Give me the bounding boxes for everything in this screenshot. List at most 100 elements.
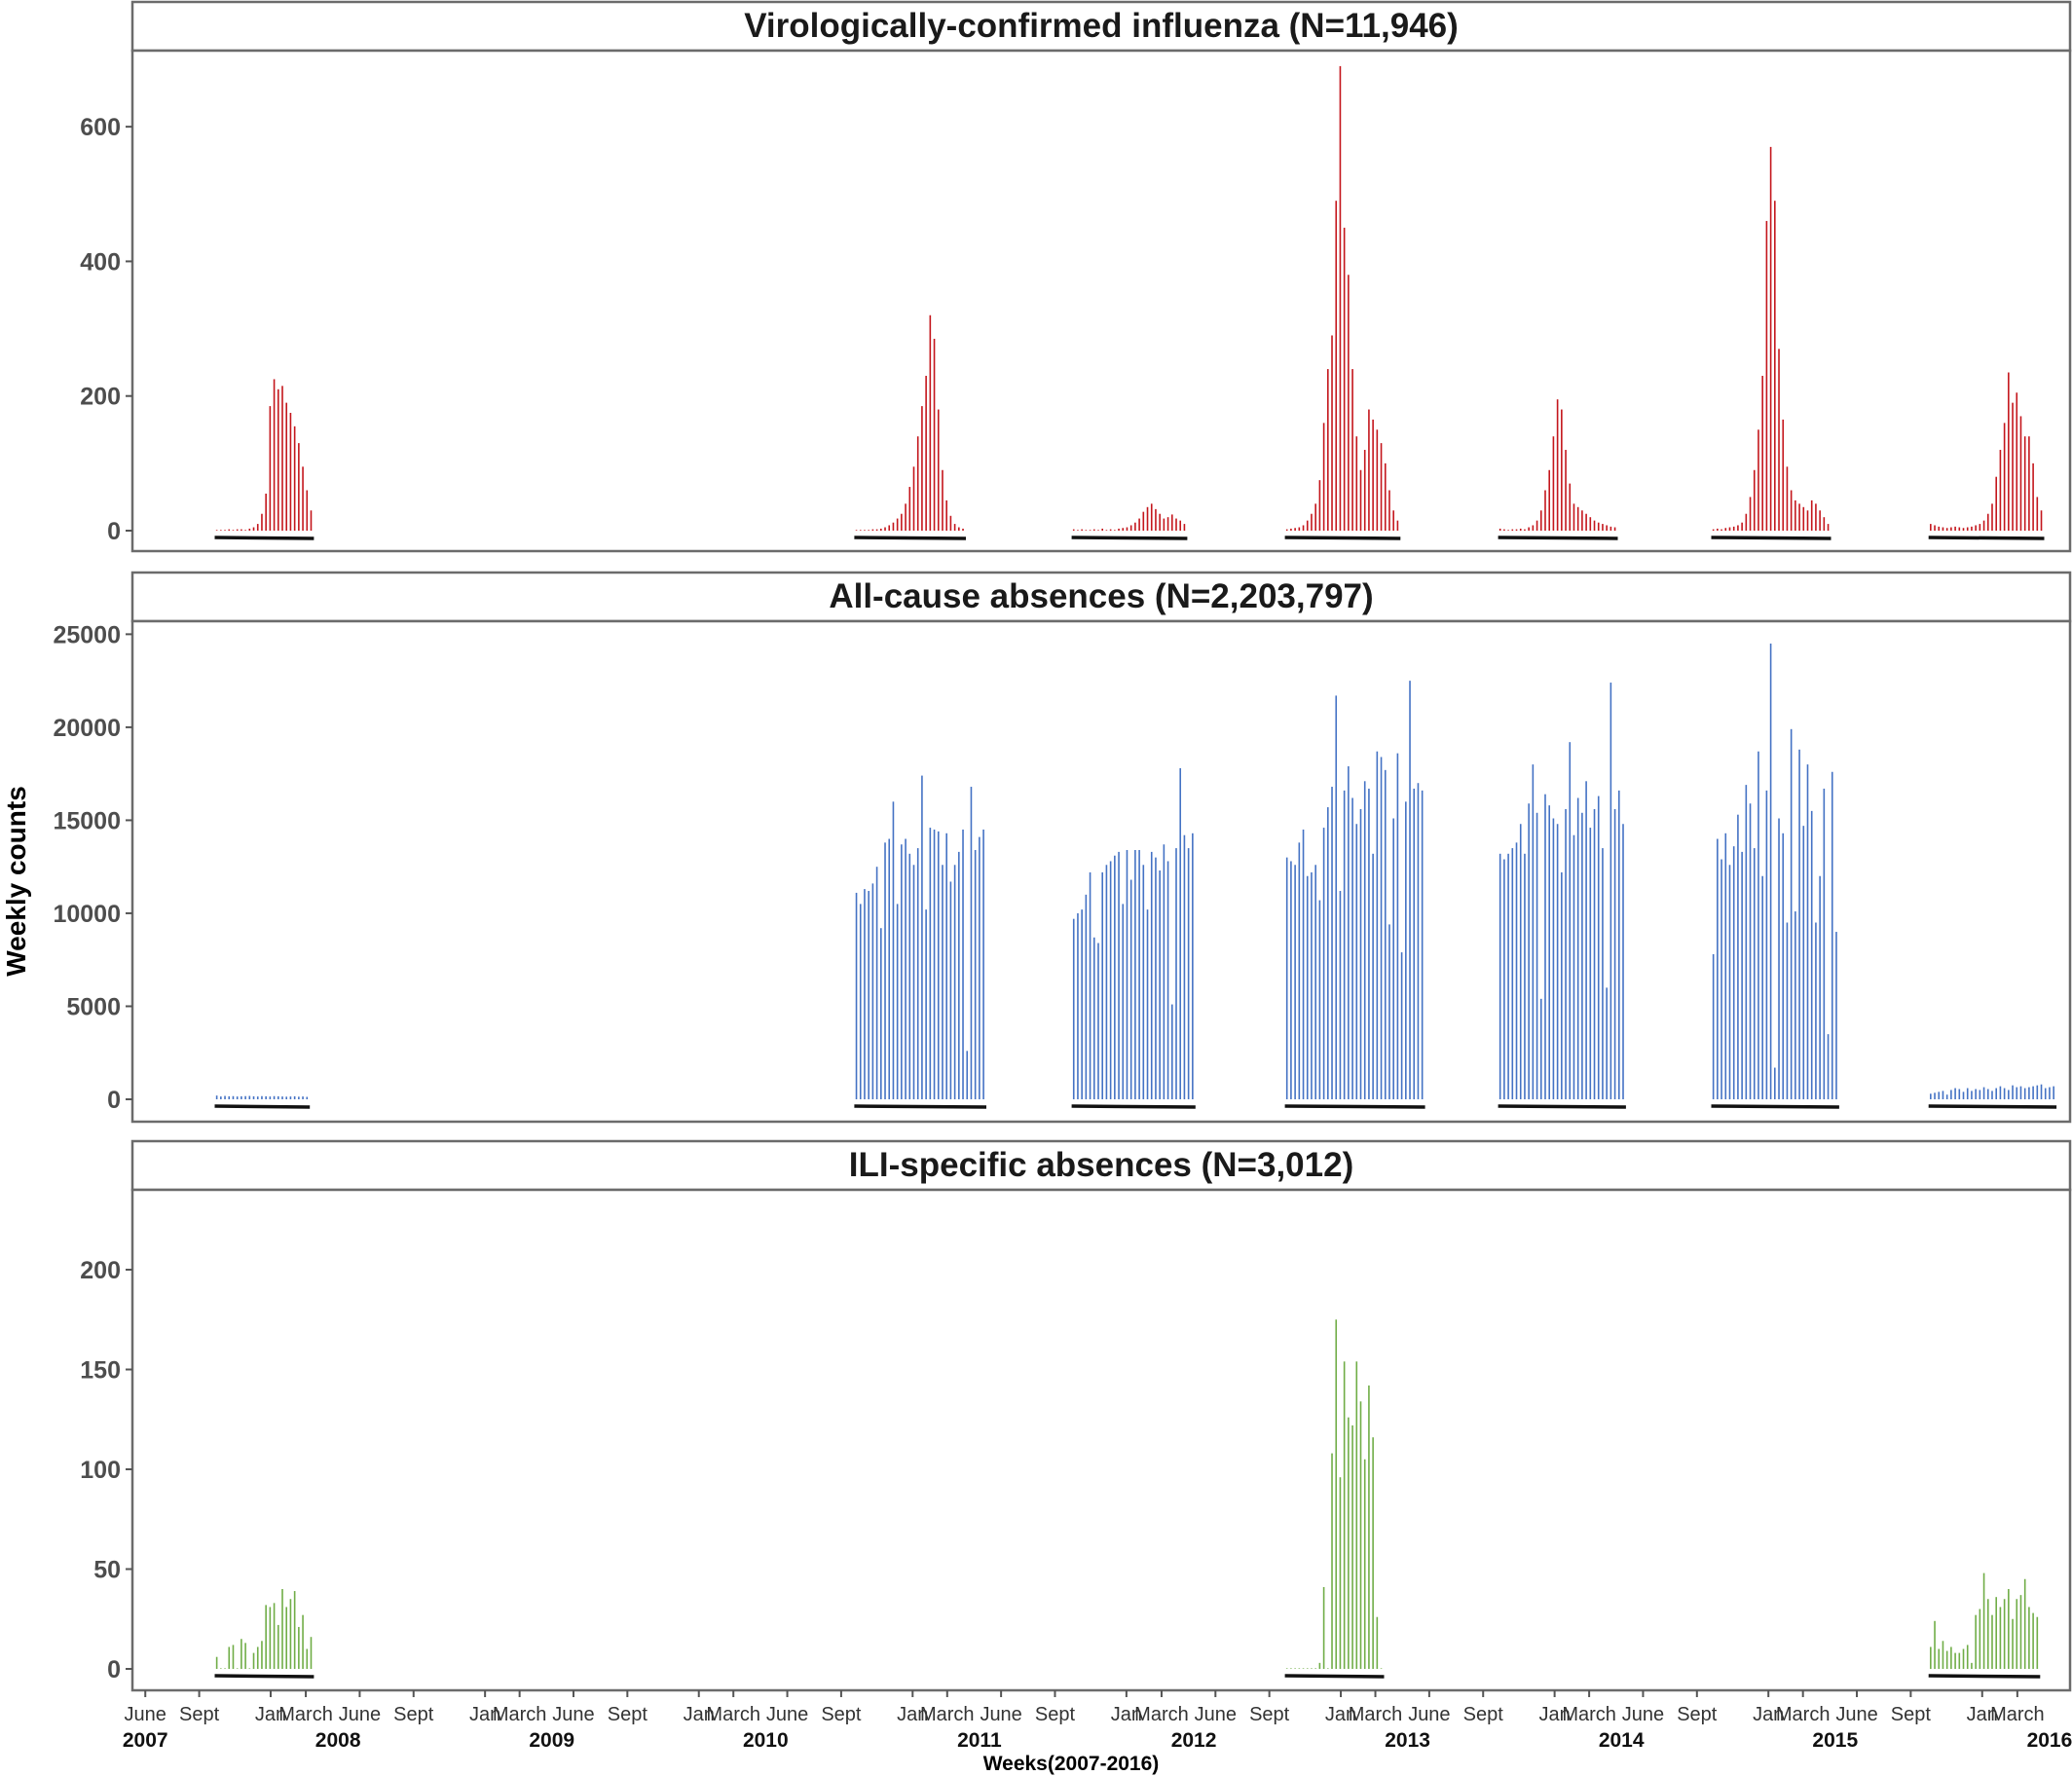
bar-mark [224, 1095, 226, 1099]
bar-mark [1950, 1646, 1952, 1669]
bar-mark [1359, 1401, 1362, 1669]
bar-mark [1528, 527, 1530, 531]
bar-mark [1712, 529, 1715, 531]
x-tick-label: Jan [469, 1704, 500, 1725]
bar-mark [1302, 1668, 1305, 1669]
bar-mark [1302, 525, 1305, 531]
bar-mark [1569, 483, 1572, 531]
bar-mark [2036, 1085, 2039, 1099]
bar-mark [864, 889, 866, 1099]
bar-mark [925, 375, 927, 531]
bar-mark [974, 849, 977, 1099]
bar-mark [1085, 530, 1088, 531]
bar-mark [1556, 399, 1559, 531]
bar-mark [1290, 1668, 1292, 1669]
bar-mark [1503, 859, 1505, 1099]
bar-mark [1311, 1668, 1313, 1669]
bar-mark [937, 831, 940, 1099]
bar-mark [921, 406, 923, 531]
panel-title-ili: ILI-specific absences (N=3,012) [849, 1146, 1353, 1184]
bar-mark [1761, 375, 1763, 531]
bar-mark [1097, 943, 1099, 1099]
bar-mark [1306, 875, 1309, 1099]
bar-mark [1999, 1607, 2002, 1669]
bar-mark [1072, 529, 1075, 531]
bar-mark [1384, 462, 1387, 531]
bar-mark [1105, 865, 1108, 1099]
bar-mark [1950, 527, 1952, 531]
bar-mark [1498, 528, 1501, 531]
bar-mark [1930, 1093, 1932, 1099]
bar-mark [1798, 749, 1800, 1099]
bar-mark [1175, 518, 1177, 531]
bar-mark [240, 1095, 242, 1099]
bar-mark [905, 503, 906, 531]
bar-mark [1966, 527, 1969, 531]
bar-mark [1561, 409, 1563, 531]
bar-mark [916, 848, 919, 1099]
bar-mark [1327, 807, 1329, 1099]
bar-mark [884, 842, 886, 1099]
season-segment [1928, 536, 2045, 540]
bar-mark [1975, 1089, 1977, 1099]
bar-mark [925, 909, 927, 1099]
bar-mark [1975, 1614, 1977, 1669]
bar-mark [293, 1591, 296, 1669]
bar-mark [1311, 513, 1313, 531]
bar-mark [871, 529, 874, 531]
bar-mark [1790, 728, 1793, 1099]
season-segment [1928, 1674, 2041, 1679]
bar-mark [236, 529, 239, 531]
x-tick-label: March [706, 1704, 760, 1725]
bar-mark [1155, 857, 1157, 1099]
bar-mark [921, 775, 923, 1099]
bar-mark [1602, 848, 1604, 1099]
bar-mark [1343, 227, 1346, 532]
bar-mark [1794, 500, 1796, 531]
bar-mark [1392, 510, 1394, 531]
bar-mark [248, 528, 251, 531]
bar-mark [1945, 528, 1948, 531]
bar-mark [855, 892, 858, 1099]
bar-mark [1092, 937, 1095, 1099]
bar-mark [273, 379, 276, 531]
bar-mark [1991, 1091, 1993, 1099]
bar-mark [1827, 1034, 1830, 1099]
bar-mark [1363, 781, 1366, 1099]
bar-mark [215, 530, 218, 531]
bar-mark [298, 1626, 300, 1669]
season-segment [854, 536, 967, 540]
bar-mark [293, 426, 296, 531]
bar-mark [1999, 450, 2002, 531]
bar-mark [942, 865, 944, 1099]
x-tick-label: Sept [393, 1704, 434, 1725]
bar-mark [2028, 1087, 2030, 1099]
x-tick-label: March [920, 1704, 975, 1725]
bar-mark [261, 1641, 263, 1669]
bar-mark [880, 928, 882, 1099]
bar-mark [1815, 922, 1817, 1099]
bar-mark [2008, 1090, 2010, 1099]
bar-mark [1159, 513, 1161, 531]
x-tick-label: Sept [1249, 1704, 1290, 1725]
bar-mark [1954, 1088, 1956, 1099]
bar-mark [232, 530, 235, 531]
bar-mark [1290, 528, 1292, 531]
bar-mark [1092, 529, 1095, 531]
bar-mark [1810, 500, 1813, 531]
bar-mark [1126, 527, 1128, 531]
bar-mark [949, 515, 952, 531]
panel-frame-ili [130, 1188, 2072, 1692]
bar-mark [2032, 1612, 2034, 1669]
bar-mark [281, 386, 283, 531]
y-tick-label: 100 [80, 1457, 121, 1484]
x-tick-label: June [339, 1704, 381, 1725]
x-tick-label: Jan [1111, 1704, 1142, 1725]
panel-strip-ili [130, 1139, 2072, 1192]
bar-mark [1515, 529, 1518, 531]
x-year-label: 2010 [743, 1729, 789, 1752]
bar-mark [1129, 879, 1132, 1099]
bar-mark [953, 524, 956, 531]
bar-mark [1950, 1090, 1952, 1099]
bar-mark [1150, 503, 1153, 531]
